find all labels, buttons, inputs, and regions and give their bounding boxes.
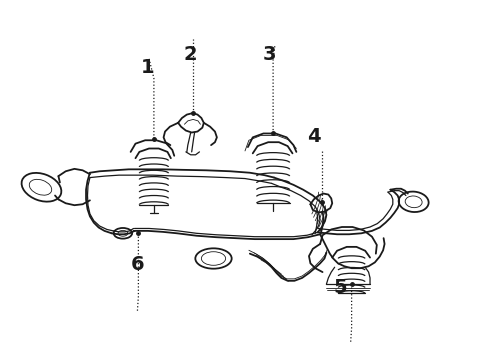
Text: 4: 4 bbox=[307, 127, 320, 146]
Text: 3: 3 bbox=[263, 45, 276, 64]
Text: 2: 2 bbox=[183, 45, 197, 64]
Text: 1: 1 bbox=[141, 58, 154, 77]
Text: 5: 5 bbox=[334, 278, 347, 297]
Text: 6: 6 bbox=[130, 255, 144, 274]
